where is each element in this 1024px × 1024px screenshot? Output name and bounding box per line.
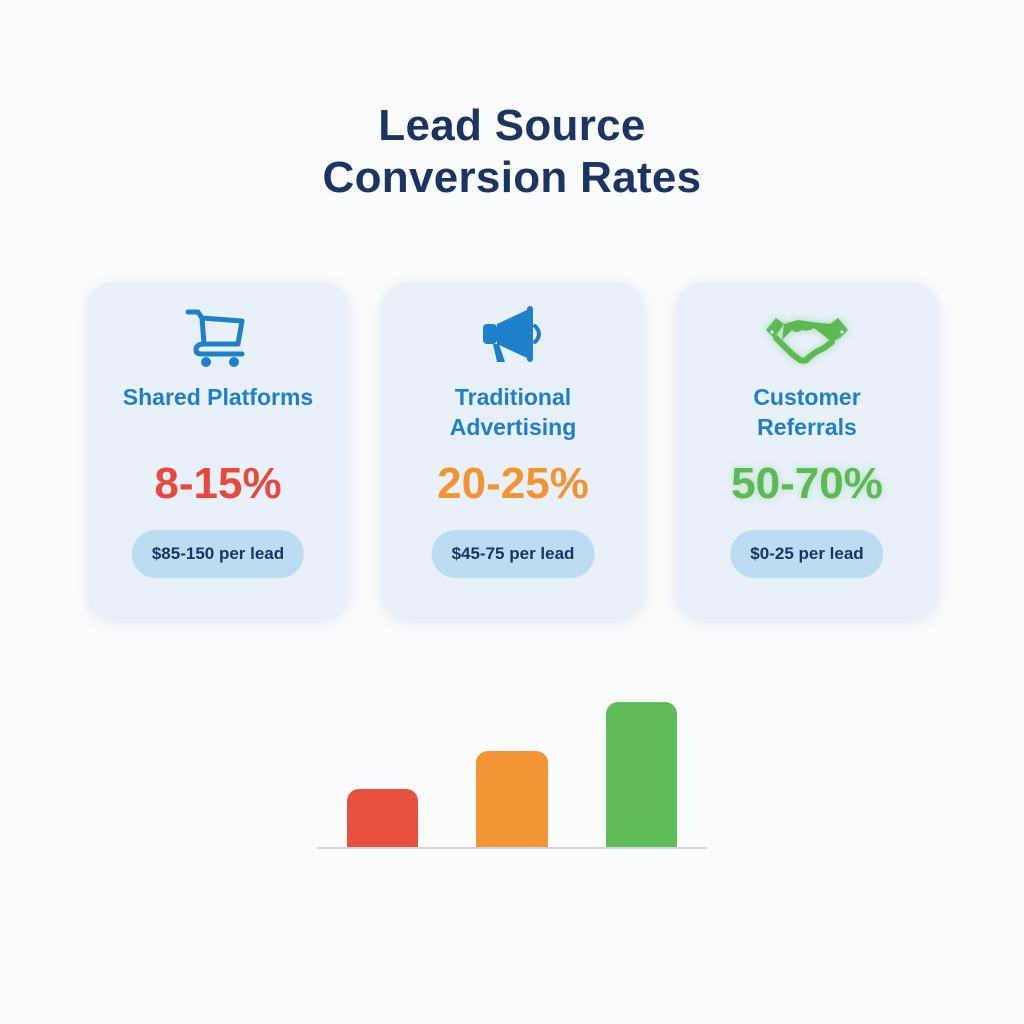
conversion-rate: 20-25% <box>437 459 589 508</box>
megaphone-icon <box>382 304 644 368</box>
card-label: Customer Referrals <box>753 384 861 440</box>
bar-traditional-advertising <box>476 751 548 848</box>
conversion-rate: 8-15% <box>154 459 282 508</box>
title-line-2: Conversion Rates <box>322 153 702 202</box>
cost-per-lead-badge: $45-75 per lead <box>431 530 595 578</box>
conversion-rate: 50-70% <box>731 459 883 508</box>
card-shared-platforms: Shared Platforms 8-15% $85-150 per lead <box>87 282 349 617</box>
card-traditional-advertising: Traditional Advertising 20-25% $45-75 pe… <box>382 282 644 617</box>
bar-customer-referrals <box>606 702 677 848</box>
cost-per-lead-badge: $85-150 per lead <box>131 530 305 578</box>
card-customer-referrals: Customer Referrals 50-70% $0-25 per lead <box>676 282 938 617</box>
page-title: Lead Source Conversion Rates <box>0 100 1024 204</box>
shopping-cart-icon <box>87 304 349 368</box>
card-label: Traditional Advertising <box>449 384 577 440</box>
handshake-icon <box>676 304 938 368</box>
card-label: Shared Platforms <box>122 384 314 410</box>
chart-baseline <box>317 847 707 849</box>
title-line-1: Lead Source <box>378 101 646 150</box>
bar-shared-platforms <box>347 789 418 848</box>
cost-per-lead-badge: $0-25 per lead <box>730 530 884 578</box>
